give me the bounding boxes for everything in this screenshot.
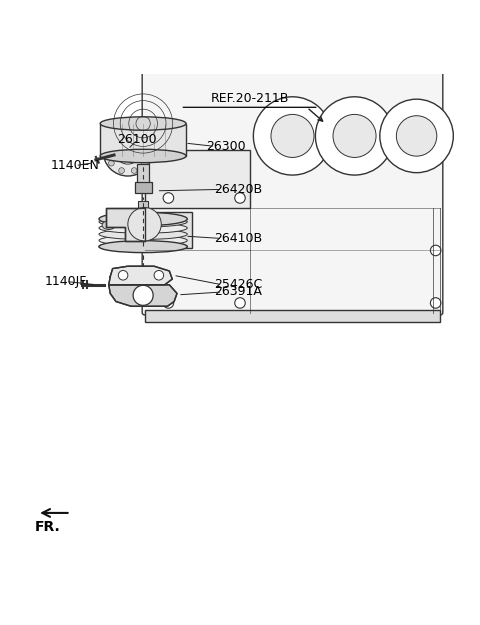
Circle shape	[431, 298, 441, 308]
Circle shape	[145, 148, 151, 154]
Circle shape	[154, 221, 173, 239]
Ellipse shape	[99, 222, 187, 233]
Text: 1140JF: 1140JF	[45, 275, 87, 288]
Circle shape	[119, 168, 124, 173]
Text: FR.: FR.	[35, 520, 60, 534]
Ellipse shape	[99, 217, 187, 227]
Circle shape	[271, 114, 314, 158]
Bar	[135, 213, 192, 248]
Circle shape	[131, 129, 137, 135]
Circle shape	[396, 116, 437, 156]
Circle shape	[142, 160, 147, 166]
Bar	[138, 201, 148, 214]
Ellipse shape	[100, 149, 186, 162]
Ellipse shape	[100, 117, 186, 130]
Circle shape	[108, 160, 114, 166]
Circle shape	[105, 148, 110, 154]
Text: 1140EN: 1140EN	[51, 159, 100, 172]
Bar	[100, 124, 186, 156]
Bar	[144, 150, 250, 208]
Polygon shape	[107, 208, 144, 241]
Text: 25426C: 25426C	[214, 278, 262, 291]
Circle shape	[315, 97, 394, 175]
Circle shape	[333, 114, 376, 158]
Circle shape	[103, 126, 153, 176]
Ellipse shape	[99, 229, 187, 239]
Ellipse shape	[99, 241, 187, 252]
Polygon shape	[109, 285, 177, 306]
Text: REF.20-211B: REF.20-211B	[210, 92, 289, 105]
Text: 26300: 26300	[206, 140, 246, 153]
Text: 26420B: 26420B	[214, 183, 262, 196]
Circle shape	[115, 138, 141, 164]
Circle shape	[133, 285, 153, 306]
Ellipse shape	[99, 235, 187, 246]
Text: 26100: 26100	[118, 133, 157, 146]
Circle shape	[119, 129, 124, 135]
Circle shape	[142, 136, 147, 142]
Circle shape	[154, 271, 164, 280]
Polygon shape	[109, 266, 172, 285]
FancyBboxPatch shape	[142, 62, 443, 315]
Text: 26410B: 26410B	[214, 232, 262, 245]
Circle shape	[380, 99, 453, 172]
Bar	[137, 164, 149, 182]
Circle shape	[431, 245, 441, 256]
Ellipse shape	[99, 213, 187, 226]
Circle shape	[163, 298, 174, 308]
Ellipse shape	[102, 221, 116, 229]
Ellipse shape	[99, 241, 187, 252]
Circle shape	[108, 136, 114, 142]
Bar	[144, 310, 441, 322]
Circle shape	[163, 192, 174, 203]
Circle shape	[235, 298, 245, 308]
Circle shape	[135, 211, 151, 227]
Circle shape	[253, 97, 332, 175]
Circle shape	[128, 208, 161, 241]
Circle shape	[118, 271, 128, 280]
Text: 26391A: 26391A	[214, 286, 262, 299]
Bar	[134, 182, 152, 193]
Circle shape	[131, 168, 137, 173]
Circle shape	[235, 192, 245, 203]
